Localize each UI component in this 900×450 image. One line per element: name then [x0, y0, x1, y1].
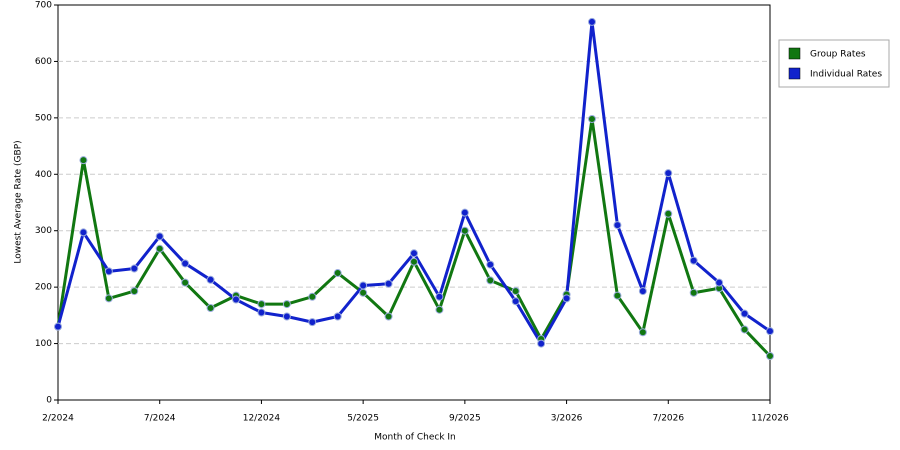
legend-swatch: [788, 67, 801, 80]
x-tick-label: 12/2024: [243, 414, 281, 424]
data-point: [384, 279, 393, 288]
data-point: [104, 294, 113, 303]
data-point: [79, 156, 88, 165]
x-tick-label: 9/2025: [449, 414, 481, 424]
data-point: [359, 281, 368, 290]
data-point: [206, 304, 215, 313]
data-point: [155, 232, 164, 241]
data-point: [308, 318, 317, 327]
data-point: [460, 226, 469, 235]
data-point: [308, 292, 317, 301]
data-point: [333, 312, 342, 321]
data-point: [689, 288, 698, 297]
data-point: [664, 169, 673, 178]
data-point: [257, 300, 266, 309]
data-point: [486, 276, 495, 285]
y-tick-label: 500: [35, 113, 52, 123]
data-point: [181, 259, 190, 268]
x-axis-label: Month of Check In: [374, 433, 456, 443]
data-point: [54, 322, 62, 331]
data-point: [410, 257, 418, 266]
y-axis-label: Lowest Average Rate (GBP): [14, 140, 24, 263]
plot-area: [57, 4, 771, 401]
data-point: [537, 339, 546, 348]
data-point: [435, 292, 444, 301]
data-point: [282, 300, 291, 309]
data-point: [638, 328, 647, 337]
y-tick-label: 600: [35, 57, 52, 67]
data-point: [282, 312, 291, 321]
data-point: [740, 325, 749, 334]
data-point: [384, 312, 393, 321]
data-point: [664, 209, 673, 218]
data-point: [460, 208, 469, 217]
y-tick-label: 200: [35, 283, 52, 293]
data-point: [613, 291, 622, 300]
data-point: [232, 295, 240, 304]
legend-label: Group Rates: [810, 50, 866, 60]
legend-swatch: [788, 47, 801, 60]
data-point: [435, 305, 444, 314]
data-point: [155, 244, 164, 253]
data-point: [104, 267, 113, 276]
y-tick-label: 400: [35, 170, 52, 180]
data-point: [130, 264, 139, 273]
data-point: [257, 308, 266, 317]
data-point: [588, 114, 596, 123]
data-point: [715, 278, 724, 287]
data-point: [613, 221, 622, 230]
data-point: [740, 309, 749, 318]
data-point: [638, 287, 647, 296]
data-point: [689, 256, 698, 265]
data-point: [766, 327, 774, 336]
data-point: [486, 260, 495, 269]
y-tick-label: 100: [35, 339, 52, 349]
data-point: [79, 228, 88, 237]
x-tick-label: 11/2026: [751, 414, 789, 424]
x-tick-label: 7/2026: [652, 414, 684, 424]
y-tick-label: 700: [35, 1, 52, 11]
data-point: [588, 17, 596, 26]
x-tick-label: 2/2024: [42, 414, 74, 424]
x-tick-label: 7/2024: [144, 414, 176, 424]
legend-box: [778, 39, 890, 88]
data-point: [206, 275, 215, 284]
x-tick-label: 5/2025: [347, 414, 379, 424]
x-tick-label: 3/2026: [551, 414, 583, 424]
legend-label: Individual Rates: [810, 70, 882, 80]
data-point: [766, 351, 774, 360]
data-point: [333, 269, 342, 278]
data-point: [511, 287, 520, 296]
data-point: [130, 287, 139, 296]
data-point: [562, 294, 571, 303]
data-point: [359, 288, 368, 297]
data-point: [410, 249, 418, 258]
y-tick-label: 300: [35, 226, 52, 236]
data-point: [511, 297, 520, 306]
data-point: [181, 278, 190, 287]
y-tick-label: 0: [46, 396, 52, 406]
